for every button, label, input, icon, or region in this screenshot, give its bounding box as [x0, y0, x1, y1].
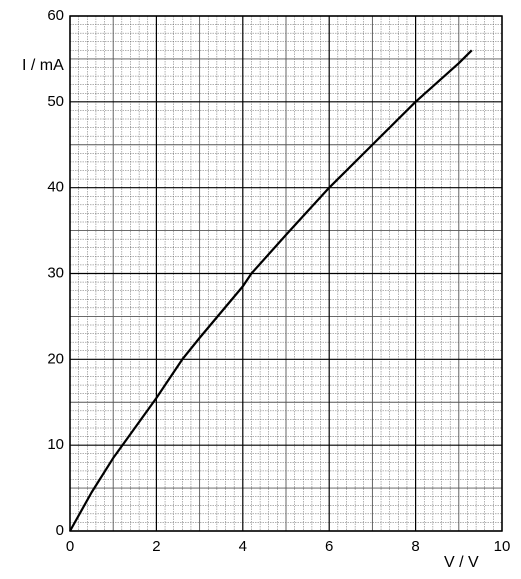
- x-tick-label: 2: [152, 538, 160, 555]
- x-tick-label: 10: [494, 538, 511, 555]
- x-tick-label: 8: [411, 538, 419, 555]
- x-axis-label: V / V: [444, 554, 479, 571]
- x-tick-label: 0: [66, 538, 74, 555]
- y-axis-label: I / mA: [22, 57, 64, 74]
- grid: [69, 15, 503, 532]
- y-tick-label: 60: [47, 7, 64, 24]
- y-tick-label: 0: [56, 522, 64, 539]
- y-tick-label: 10: [47, 436, 64, 453]
- data-line: [69, 49, 473, 532]
- plot-frame: [69, 15, 503, 532]
- y-tick-label: 40: [47, 179, 64, 196]
- y-tick-label: 50: [47, 93, 64, 110]
- x-tick-label: 6: [325, 538, 333, 555]
- x-tick-label: 4: [239, 538, 247, 555]
- y-tick-label: 30: [47, 264, 64, 281]
- y-tick-label: 20: [47, 350, 64, 367]
